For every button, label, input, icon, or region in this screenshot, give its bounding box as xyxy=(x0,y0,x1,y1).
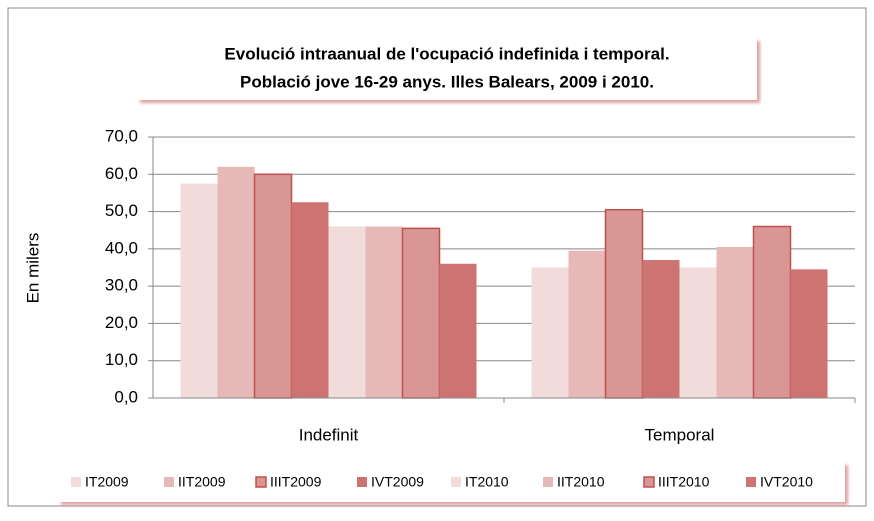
x-tick-label: Temporal xyxy=(645,425,715,444)
bar xyxy=(752,225,792,399)
x-tick-label: Indefinit xyxy=(299,425,359,444)
y-tick-label: 70,0 xyxy=(105,126,138,145)
bar xyxy=(679,267,717,398)
legend-swatch xyxy=(164,477,174,487)
bar xyxy=(253,173,293,399)
bar xyxy=(790,269,828,398)
bar xyxy=(439,263,477,398)
legend-label: IIIT2010 xyxy=(658,474,710,490)
legend-label: IIT2009 xyxy=(178,474,226,490)
chart-title: Població jove 16-29 anys. Illes Balears,… xyxy=(240,72,654,91)
bar xyxy=(642,260,680,398)
legend-swatch xyxy=(643,476,655,488)
bar xyxy=(568,250,606,398)
bar xyxy=(180,183,218,398)
bar xyxy=(291,202,329,398)
chart-title: Evolució intraanual de l'ocupació indefi… xyxy=(224,44,669,63)
legend-swatch xyxy=(746,477,756,487)
legend-label: IVT2010 xyxy=(760,474,813,490)
y-tick-label: 20,0 xyxy=(105,313,138,332)
legend-swatch xyxy=(255,476,267,488)
y-tick-label: 50,0 xyxy=(105,201,138,220)
legend-swatch xyxy=(71,477,81,487)
bar xyxy=(328,226,366,398)
legend-label: IIT2010 xyxy=(557,474,605,490)
title-box xyxy=(137,38,757,100)
legend-swatch xyxy=(543,477,553,487)
legend-swatch xyxy=(451,477,461,487)
y-tick-label: 60,0 xyxy=(105,164,138,183)
bar xyxy=(401,227,441,399)
bar xyxy=(365,226,403,398)
y-tick-label: 30,0 xyxy=(105,276,138,295)
legend-label: IIIT2009 xyxy=(270,474,322,490)
legend-label: IT2009 xyxy=(85,474,129,490)
bar xyxy=(531,267,569,398)
bar xyxy=(716,246,754,398)
legend-label: IT2010 xyxy=(465,474,509,490)
bar xyxy=(217,166,255,398)
y-tick-label: 10,0 xyxy=(105,350,138,369)
legend-label: IVT2009 xyxy=(371,474,424,490)
y-axis-label: En milers xyxy=(23,233,42,304)
y-tick-label: 0,0 xyxy=(114,387,138,406)
bar xyxy=(604,208,644,399)
y-tick-label: 40,0 xyxy=(105,238,138,257)
legend-swatch xyxy=(357,477,367,487)
